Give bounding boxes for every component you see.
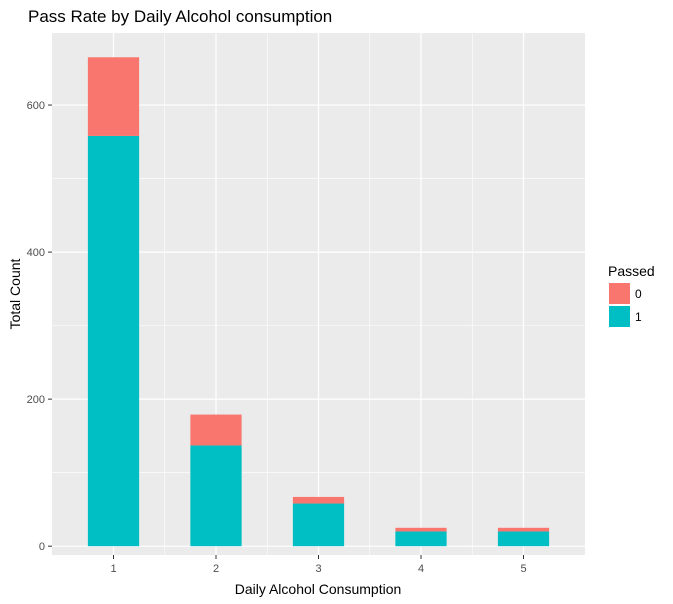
- legend: Passed 0 1: [608, 263, 655, 327]
- bar-passed-1-cat-4: [395, 531, 447, 547]
- bar-passed-1-cat-3: [292, 503, 345, 547]
- bar-passed-0-cat-4: [395, 527, 447, 532]
- legend-key-1: [609, 306, 630, 327]
- x-tick-label: 5: [520, 563, 526, 575]
- y-tick-label: 600: [27, 100, 45, 112]
- y-axis-title: Total Count: [7, 258, 23, 329]
- bar-passed-1-cat-1: [87, 135, 140, 547]
- y-axis: 0 200 400 600: [27, 100, 52, 553]
- legend-label-0: 0: [635, 287, 642, 301]
- bar-passed-1-cat-2: [190, 445, 242, 547]
- grid: [52, 33, 585, 555]
- chart-title: Pass Rate by Daily Alcohol consumption: [28, 7, 332, 26]
- x-tick-label: 1: [110, 563, 116, 575]
- legend-key-0: [609, 283, 630, 304]
- x-tick-label: 4: [418, 563, 424, 575]
- legend-label-1: 1: [635, 310, 642, 324]
- y-tick-label: 400: [27, 247, 45, 259]
- y-tick-label: 0: [39, 541, 45, 553]
- bar-passed-0-cat-5: [497, 527, 550, 532]
- y-tick-label: 200: [27, 394, 45, 406]
- x-tick-label: 2: [213, 563, 219, 575]
- x-axis: 1 2 3 4 5: [110, 555, 527, 575]
- legend-title: Passed: [608, 263, 655, 279]
- bar-passed-0-cat-2: [190, 414, 242, 446]
- bar-passed-0-cat-3: [292, 496, 345, 504]
- x-axis-title: Daily Alcohol Consumption: [235, 581, 402, 597]
- bar-passed-1-cat-5: [497, 531, 550, 547]
- bars: [87, 57, 550, 547]
- x-tick-label: 3: [315, 563, 321, 575]
- bar-passed-0-cat-1: [87, 57, 140, 136]
